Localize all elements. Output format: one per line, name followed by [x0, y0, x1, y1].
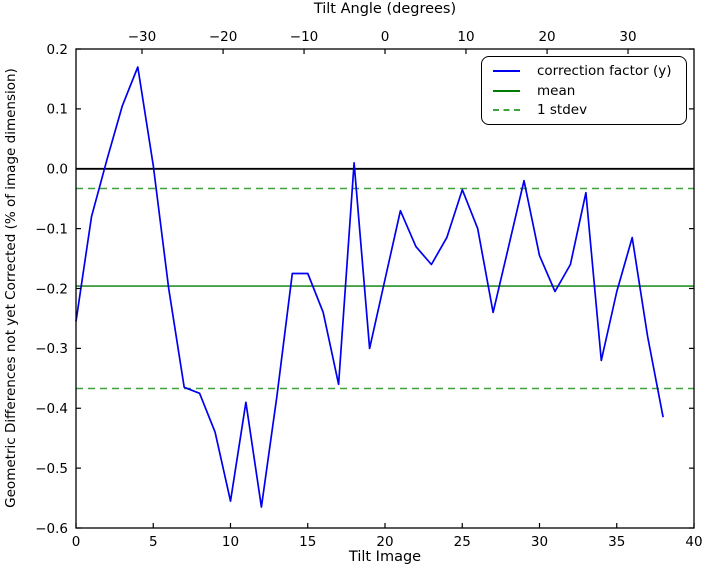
top-tick-label: 30 — [619, 29, 636, 45]
top-tick-label: 0 — [381, 29, 390, 45]
top-axis-title: Tilt Angle (degrees) — [313, 1, 457, 17]
legend-label: mean — [537, 82, 576, 99]
x-tick-label: 20 — [376, 534, 393, 550]
x-tick-label: 10 — [222, 534, 239, 550]
legend: correction factor (y) mean 1 stdev — [481, 56, 687, 125]
correction-factor-line — [75, 66, 664, 508]
y-tick-label: 0.0 — [47, 162, 68, 178]
x-tick-label: 25 — [454, 534, 471, 550]
y-tick-label: −0.3 — [35, 341, 68, 357]
x-tick-label: 35 — [608, 534, 625, 550]
y-axis-title: Geometric Differences not yet Corrected … — [3, 68, 19, 508]
x-tick-label: 15 — [299, 534, 316, 550]
x-tick-label: 30 — [531, 534, 548, 550]
top-tick-label: 20 — [538, 29, 555, 45]
y-tick-label: −0.5 — [35, 461, 68, 477]
legend-line-sample-blue — [493, 70, 520, 72]
y-tick-label: 0.2 — [47, 42, 68, 58]
y-tick-label: −0.1 — [35, 221, 68, 237]
legend-label: 1 stdev — [537, 102, 588, 118]
legend-entry-stdev: 1 stdev — [493, 103, 676, 117]
x-axis-title: Tilt Image — [348, 549, 422, 565]
top-tick-label: 10 — [457, 29, 474, 45]
legend-entry-mean: mean — [493, 84, 676, 98]
y-tick-label: −0.6 — [35, 521, 68, 537]
legend-label: correction factor (y) — [537, 63, 672, 79]
legend-line-sample-green — [493, 89, 520, 92]
x-tick-label: 40 — [685, 534, 702, 550]
legend-line-sample-green-dashed — [493, 109, 520, 111]
top-tick-label: −30 — [128, 29, 157, 45]
y-tick-label: 0.1 — [47, 102, 68, 118]
legend-entry-correction-factor: correction factor (y) — [493, 64, 676, 78]
x-tick-label: 0 — [72, 534, 81, 550]
x-tick-label: 5 — [149, 534, 158, 550]
top-tick-label: −10 — [290, 29, 319, 45]
top-tick-label: −20 — [209, 29, 238, 45]
y-tick-label: −0.4 — [35, 401, 68, 417]
y-tick-label: −0.2 — [35, 281, 68, 297]
